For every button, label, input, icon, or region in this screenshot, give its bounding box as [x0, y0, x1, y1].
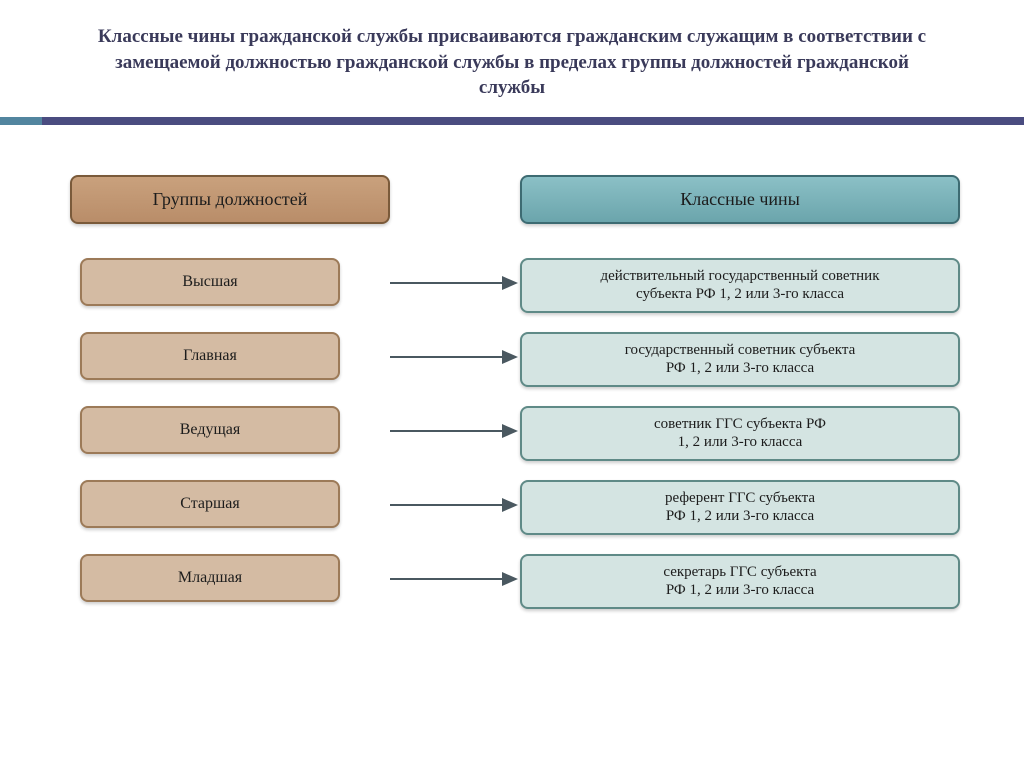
ranks-header: Классные чины — [520, 175, 960, 224]
rows-container: Высшая Главная Ведущая Старшая Младшая дейст… — [70, 258, 996, 628]
group-box: Главная — [80, 332, 340, 380]
groups-header: Группы должностей — [70, 175, 390, 224]
groups-column: Высшая Главная Ведущая Старшая Младшая — [70, 258, 390, 628]
accent-right — [42, 117, 1024, 125]
rank-box: советник ГГС субъекта РФ1, 2 или 3-го кл… — [520, 406, 960, 461]
header-row: Группы должностей Классные чины — [70, 175, 996, 258]
rank-box: государственный советник субъектаРФ 1, 2… — [520, 332, 960, 387]
accent-band — [0, 117, 1024, 125]
rank-box: действительный государственный советникс… — [520, 258, 960, 313]
arrow-icon — [390, 480, 520, 528]
group-box: Высшая — [80, 258, 340, 306]
ranks-column: действительный государственный советникс… — [520, 258, 996, 628]
rank-text: референт ГГС субъектаРФ 1, 2 или 3-го кл… — [665, 489, 815, 527]
rank-text: секретарь ГГС субъектаРФ 1, 2 или 3-го к… — [663, 563, 816, 601]
arrow-icon — [390, 258, 520, 306]
rank-text: советник ГГС субъекта РФ1, 2 или 3-го кл… — [654, 415, 826, 453]
group-box: Младшая — [80, 554, 340, 602]
page-title: Классные чины гражданской службы присваи… — [0, 0, 1024, 111]
arrow-icon — [390, 406, 520, 454]
rank-box: референт ГГС субъектаРФ 1, 2 или 3-го кл… — [520, 480, 960, 535]
rank-text: государственный советник субъектаРФ 1, 2… — [625, 341, 856, 379]
diagram-content: Группы должностей Классные чины Высшая Гл… — [0, 125, 1024, 628]
group-box: Ведущая — [80, 406, 340, 454]
arrows-column — [390, 258, 520, 628]
rank-box: секретарь ГГС субъектаРФ 1, 2 или 3-го к… — [520, 554, 960, 609]
rank-text: действительный государственный советникс… — [600, 267, 879, 305]
accent-left — [0, 117, 42, 125]
group-box: Старшая — [80, 480, 340, 528]
arrow-icon — [390, 554, 520, 602]
arrow-icon — [390, 332, 520, 380]
